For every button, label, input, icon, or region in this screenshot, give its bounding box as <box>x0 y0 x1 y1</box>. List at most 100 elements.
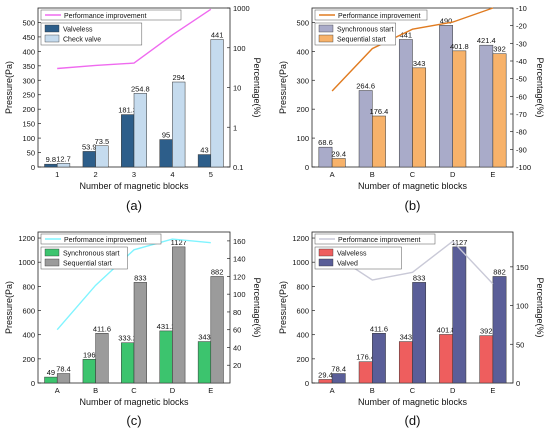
y2-tick-label: 80 <box>233 308 241 317</box>
y2-axis-label: Percentage(%) <box>535 277 545 337</box>
y-tick-label: 600 <box>22 307 35 316</box>
y-tick-label: 1200 <box>18 234 35 243</box>
y-tick-label: 500 <box>296 18 309 27</box>
legend-swatch <box>318 24 334 33</box>
y-tick-label: 350 <box>22 62 35 71</box>
y-tick-label: 400 <box>296 47 309 56</box>
y2-tick-label: 120 <box>233 272 246 281</box>
bar-b <box>133 282 147 384</box>
chart-panel-1: 0 50 100 150 200 250 300 350 400 450 500 0.1 1 10 100 1… <box>4 4 262 213</box>
x-axis-label: Number of magnetic blocks <box>79 397 189 407</box>
y-tick-label: 600 <box>296 307 309 316</box>
data-label: 49 <box>47 368 55 377</box>
y-tick-label: 300 <box>296 76 309 85</box>
panel-label: (c) <box>126 413 141 428</box>
y-tick-label: 1000 <box>18 258 35 267</box>
legend-line-label: Performance improvement <box>338 13 421 20</box>
y-tick-label: 250 <box>22 91 35 100</box>
bar-b <box>372 115 386 168</box>
data-label: 29.4 <box>318 370 333 379</box>
y2-tick-label: -80 <box>516 128 527 137</box>
bar-a <box>121 114 135 168</box>
bar-b <box>492 53 507 168</box>
data-label: 264.6 <box>356 82 375 91</box>
x-tick-label: C <box>410 386 416 395</box>
legend-swatch <box>318 258 334 267</box>
y2-tick-label: 10 <box>233 84 241 93</box>
y2-tick-label: -60 <box>516 92 527 101</box>
y2-tick-label: -90 <box>516 145 527 154</box>
data-label: 441 <box>211 31 224 40</box>
data-label: 490 <box>440 16 453 25</box>
y-tick-label: 1200 <box>292 234 309 243</box>
bar-b <box>412 282 427 384</box>
data-label: 176.4 <box>356 353 375 362</box>
bar-a <box>159 139 173 168</box>
y2-tick-label: 100 <box>233 44 246 53</box>
data-label: 441 <box>400 31 413 40</box>
data-label: 254.8 <box>131 84 150 93</box>
bar-a <box>479 44 494 168</box>
y-tick-label: 800 <box>22 282 35 291</box>
bar-b <box>331 158 346 168</box>
bar-b <box>172 81 186 168</box>
x-tick-label: 1 <box>55 170 59 179</box>
data-label: 392 <box>480 327 493 336</box>
legend-swatch <box>44 258 60 267</box>
y2-tick-label: 50 <box>516 340 524 349</box>
y2-axis-label: Percentage(%) <box>252 277 262 337</box>
legend-label: Valveless <box>63 27 93 34</box>
y-tick-label: 50 <box>27 149 35 158</box>
data-label: 176.4 <box>370 107 389 116</box>
data-label: 73.5 <box>95 137 110 146</box>
y-tick-label: 200 <box>296 355 309 364</box>
y-tick-label: 0 <box>305 379 309 388</box>
y-axis-label: Pressure(Pa) <box>4 61 14 114</box>
data-label: 411.6 <box>93 324 111 333</box>
y-axis-label: Pressure(Pa) <box>4 281 14 334</box>
legend: Performance improvement Synchronous start… <box>40 233 162 270</box>
y2-tick-label: 160 <box>233 237 246 246</box>
y-tick-label: 300 <box>22 76 35 85</box>
x-tick-label: E <box>490 386 495 395</box>
legend-label: Valveless <box>337 251 367 258</box>
y2-tick-label: 140 <box>233 255 246 264</box>
legend-line-label: Performance improvement <box>338 237 421 244</box>
x-tick-label: A <box>330 386 335 395</box>
performance-line <box>331 7 494 92</box>
y2-tick-label: -10 <box>516 4 527 13</box>
x-tick-label: C <box>410 170 416 179</box>
data-label: 68.6 <box>318 138 333 147</box>
bar-b <box>133 93 147 168</box>
x-tick-label: 3 <box>132 170 136 179</box>
data-label: 196 <box>83 350 96 359</box>
legend: Performance improvement Valveless Valved <box>314 233 436 270</box>
bar-b <box>95 145 109 168</box>
bar-a <box>398 341 413 384</box>
bar-a <box>398 39 413 168</box>
chart-panel-2: 0 100 200 300 400 500 -100 -90 -80 -70 -60 -50 -40 -3… <box>278 4 545 213</box>
y2-tick-label: 100 <box>516 302 529 311</box>
bar-a <box>44 376 58 384</box>
y-tick-label: 1000 <box>292 258 309 267</box>
x-axis-label: Number of magnetic blocks <box>79 181 189 191</box>
bar-b <box>210 276 224 384</box>
data-label: 833 <box>134 273 147 282</box>
legend-bar-box <box>314 22 396 46</box>
legend-label: Synchronous start <box>337 27 393 34</box>
legend-line-box <box>40 9 182 21</box>
data-label: 882 <box>211 267 224 276</box>
bar-a <box>318 379 333 384</box>
bar-a <box>358 361 373 384</box>
y-tick-label: 200 <box>22 355 35 364</box>
bar-b <box>412 67 427 168</box>
performance-line <box>56 238 211 331</box>
x-tick-label: B <box>93 386 98 395</box>
panel-label: (a) <box>126 198 142 213</box>
y-tick-label: 400 <box>22 47 35 56</box>
x-tick-label: A <box>55 386 60 395</box>
data-label: 431.2 <box>157 322 176 331</box>
data-label: 401.8 <box>437 325 456 334</box>
x-tick-label: B <box>370 170 375 179</box>
